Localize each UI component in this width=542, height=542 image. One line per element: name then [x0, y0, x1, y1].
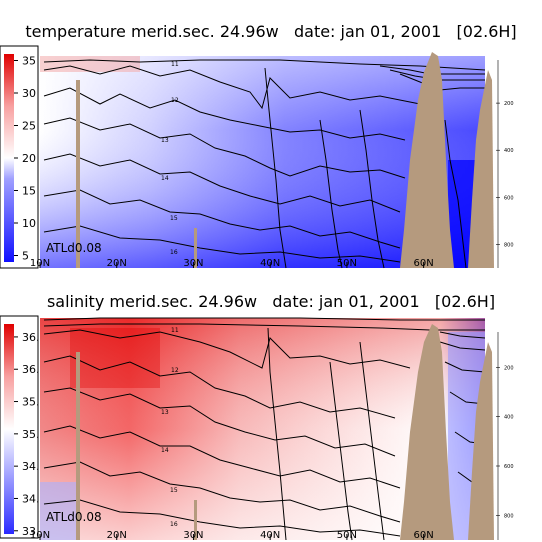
- contour-labels: 11 12 13 14 15 16: [161, 61, 179, 256]
- colorbar-tick-label: 20: [22, 152, 36, 165]
- latitude-tick-label: 60N: [414, 530, 434, 541]
- contour-line: [43, 87, 406, 141]
- latitude-ticks: 10N 20N 30N 40N 50N 60N: [30, 530, 434, 541]
- contour-lines: [43, 59, 486, 269]
- colorbar-tick-label: 30: [22, 87, 36, 100]
- terrain: [400, 52, 454, 268]
- contour-line: [43, 355, 396, 419]
- contour-line: [43, 329, 411, 369]
- depth-tick-label: 800: [504, 242, 514, 248]
- contour-line: [43, 317, 485, 321]
- contour-line: [359, 341, 385, 541]
- depth-tick-label: 400: [504, 148, 514, 154]
- colorbar-tick-label: 35: [22, 55, 36, 68]
- colorbar: [4, 324, 14, 534]
- contour-label: 15: [170, 487, 178, 494]
- warm-surface-patch: [40, 56, 140, 72]
- salinity-panel: salinity merid.sec. 24.96w date: jan 01,…: [0, 272, 542, 542]
- colorbar-tick-label: 5: [22, 250, 29, 263]
- latitude-tick-label: 50N: [337, 530, 357, 541]
- contour-line: [359, 109, 385, 269]
- colorbar-tick-label: 25: [22, 120, 36, 133]
- latitude-tick-label: 40N: [260, 530, 280, 541]
- contour-line: [267, 327, 287, 541]
- colorbar-ticks: 5 10 15 20 25 30 35: [14, 55, 36, 263]
- latitude-tick-label: 20N: [107, 530, 127, 541]
- depth-tick-label: 600: [504, 195, 514, 201]
- contour-label: 16: [170, 249, 178, 256]
- terrain: [468, 342, 494, 540]
- contour-line: [43, 189, 401, 249]
- seamount: [76, 80, 80, 268]
- experiment-label: ATLd0.08: [46, 241, 102, 255]
- chart-title: temperature merid.sec. 24.96w date: jan …: [25, 22, 517, 41]
- contour-label: 11: [171, 327, 179, 334]
- contour-label: 11: [171, 61, 179, 68]
- contour-line: [43, 59, 486, 71]
- salty-core: [70, 328, 160, 388]
- latitude-tick-label: 60N: [414, 258, 434, 269]
- experiment-label: ATLd0.08: [46, 510, 102, 524]
- seamount: [76, 352, 80, 540]
- depth-tick-label: 200: [504, 101, 514, 107]
- contour-line: [264, 67, 287, 269]
- contour-line: [444, 119, 467, 269]
- latitude-tick-label: 30N: [183, 258, 203, 269]
- contour-line: [43, 153, 401, 213]
- seamount: [194, 500, 197, 540]
- contour-label: 16: [170, 521, 178, 528]
- depth-tick-label: 200: [504, 365, 514, 371]
- colorbar-tick-label: 36.: [22, 363, 40, 376]
- depth-ticks: 200 400 600 800: [496, 101, 514, 248]
- latitude-tick-label: 30N: [183, 530, 203, 541]
- latitude-ticks: 10N 20N 30N 40N 50N 60N: [30, 258, 434, 269]
- contour-labels: 11 12 13 14 15 16: [161, 327, 179, 528]
- chart-title: salinity merid.sec. 24.96w date: jan 01,…: [46, 292, 496, 311]
- latitude-tick-label: 40N: [260, 258, 280, 269]
- colorbar: [4, 54, 14, 262]
- latitude-tick-label: 50N: [337, 258, 357, 269]
- colorbar-tick-label: 34.: [22, 492, 40, 505]
- depth-ticks: 200 400 600 800: [496, 365, 514, 519]
- contour-label: 12: [171, 367, 179, 374]
- depth-tick-label: 800: [504, 513, 514, 519]
- contour-line: [319, 119, 343, 269]
- contour-line: [43, 117, 406, 179]
- contour-line: [43, 499, 401, 537]
- depth-tick-label: 400: [504, 415, 514, 421]
- contour-line: [439, 341, 486, 351]
- fresh-bottom-patch: [40, 482, 80, 540]
- contour-line: [43, 425, 401, 489]
- latitude-tick-label: 10N: [30, 258, 50, 269]
- colorbar-tick-label: 35.: [22, 428, 40, 441]
- seamount: [194, 228, 197, 268]
- salinity-chart: 33.534.34.535.35.536.36.5: [0, 315, 514, 541]
- contour-line: [329, 361, 353, 541]
- depth-tick-label: 600: [504, 464, 514, 470]
- colorbar-tick-label: 15: [22, 185, 36, 198]
- contour-label: 13: [161, 137, 169, 144]
- contour-label: 15: [170, 215, 178, 222]
- terrain: [468, 70, 494, 268]
- contour-label: 12: [171, 97, 179, 104]
- contour-label: 13: [161, 409, 169, 416]
- contour-line: [439, 331, 486, 339]
- temperature-panel: temperature merid.sec. 24.96w date: jan …: [0, 22, 517, 269]
- latitude-tick-label: 20N: [107, 258, 127, 269]
- contour-label: 14: [161, 175, 169, 182]
- contour-label: 14: [161, 447, 169, 454]
- contour-line: [444, 361, 486, 373]
- latitude-tick-label: 10N: [30, 530, 50, 541]
- terrain: [400, 324, 454, 540]
- contour-line: [43, 461, 401, 523]
- contour-line: [43, 387, 396, 457]
- contour-line: [43, 65, 421, 110]
- colorbar-tick-label: 10: [22, 217, 36, 230]
